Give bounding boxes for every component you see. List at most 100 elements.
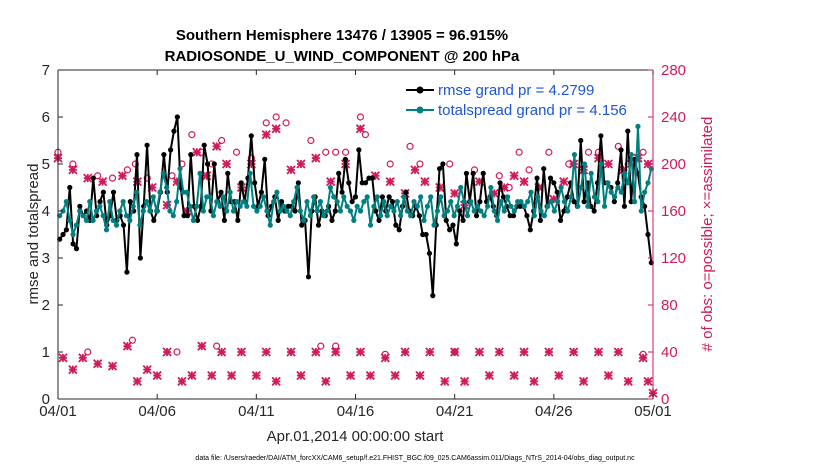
obs-assimilated-marker: [603, 159, 614, 169]
spread-point: [498, 199, 504, 205]
spread-point: [137, 222, 143, 228]
spread-point: [458, 184, 464, 191]
obs-assimilated-marker: [415, 370, 425, 381]
spread-point: [207, 194, 213, 200]
spread-point: [575, 203, 581, 209]
spread-point: [331, 194, 337, 200]
rmse-point: [571, 199, 577, 205]
obs-assimilated-marker: [638, 353, 648, 363]
rmse-point: [171, 128, 177, 134]
x-tick-label: 04/26: [535, 403, 573, 420]
spread-point: [518, 199, 524, 205]
spread-point: [535, 194, 541, 200]
rmse-point: [497, 180, 503, 186]
spread-point: [77, 208, 83, 214]
spread-point: [227, 189, 233, 195]
rmse-point: [63, 227, 69, 233]
rmse-point: [299, 222, 305, 228]
obs-possible-marker: [128, 336, 136, 344]
spread-point: [571, 152, 578, 158]
obs-assimilated-marker: [380, 353, 390, 363]
spread-point: [257, 203, 263, 209]
spread-point: [314, 208, 320, 214]
obs-possible-marker: [282, 119, 290, 127]
x-axis-ticks: 04/01 04/06 04/11 04/16 04/21 04/26 05/01: [39, 70, 672, 420]
data-file-footer: data file: /Users/raeder/DAI/ATM_forcXX/…: [195, 455, 635, 462]
x-tick-label: 04/16: [337, 403, 375, 420]
obs-assimilated-marker: [261, 129, 271, 140]
obs-assimilated-marker: [68, 165, 78, 175]
obs-assimilated-marker: [593, 347, 604, 357]
obs-assimilated-marker: [286, 347, 296, 357]
rmse-point: [100, 189, 106, 195]
spread-point: [364, 194, 370, 200]
obs-possible-marker: [406, 142, 414, 150]
spread-point: [461, 199, 467, 205]
obs-possible-marker: [332, 148, 340, 156]
rmse-point: [127, 199, 133, 205]
obs-possible-marker: [213, 342, 221, 350]
chart-title-line2: RADIOSONDE_U_WIND_COMPONENT @ 200 hPa: [165, 48, 520, 65]
obs-assimilated-marker: [177, 376, 187, 387]
rmse-point: [161, 152, 167, 158]
spread-point: [565, 208, 571, 214]
spread-point: [484, 203, 491, 209]
rmse-point: [541, 166, 547, 172]
spread-point: [197, 170, 203, 176]
spread-point: [244, 203, 250, 209]
rmse-point: [151, 217, 157, 223]
rmse-point: [211, 161, 217, 167]
obs-assimilated-marker: [58, 353, 68, 363]
spread-point: [160, 170, 166, 176]
obs-assimilated-marker: [68, 364, 78, 375]
spread-point: [568, 194, 574, 200]
obs-assimilated-marker: [311, 153, 321, 163]
rmse-point: [278, 199, 285, 205]
rmse-point: [524, 213, 530, 219]
rmse-point: [470, 170, 476, 176]
x-tick-label: 04/21: [436, 403, 474, 420]
obs-assimilated-marker: [296, 370, 306, 381]
spread-point: [347, 208, 354, 214]
obs-assimilated-marker: [321, 376, 331, 387]
rmse-point: [457, 208, 463, 214]
spread-point: [277, 208, 283, 214]
spread-point: [635, 123, 641, 129]
rmse-point: [376, 217, 382, 223]
spread-point: [354, 203, 360, 209]
spread-point: [220, 194, 227, 200]
obs-assimilated-marker: [152, 370, 162, 381]
spread-point: [254, 208, 260, 214]
y-right-tick-label: 160: [661, 203, 686, 220]
obs-possible-marker: [446, 160, 454, 168]
spread-point: [250, 203, 257, 209]
spread-point: [167, 208, 173, 214]
rmse-point: [557, 217, 564, 223]
spread-point: [478, 208, 484, 214]
spread-point: [311, 194, 317, 200]
y-left-tick-label: 5: [42, 156, 50, 173]
obs-possible-marker: [218, 136, 226, 145]
spread-point: [140, 208, 146, 214]
obs-possible-marker: [356, 113, 365, 121]
spread-point: [545, 203, 551, 209]
spread-point: [291, 199, 297, 205]
spread-point: [93, 208, 100, 214]
rmse-point: [60, 231, 66, 238]
obs-possible-marker: [123, 166, 132, 174]
spread-point: [481, 213, 487, 219]
obs-assimilated-marker: [93, 359, 103, 369]
obs-assimilated-marker: [212, 141, 222, 152]
rmse-point: [349, 199, 355, 205]
y-axis-right-label: # of obs: o=possible; ×=assimilated: [699, 117, 716, 352]
obs-assimilated-marker: [459, 376, 470, 387]
spread-point: [133, 189, 140, 195]
rmse-point: [218, 189, 224, 195]
rmse-point: [443, 217, 449, 223]
spread-point: [344, 203, 350, 209]
obs-assimilated-marker: [643, 376, 653, 387]
rmse-point: [436, 166, 443, 172]
obs-assimilated-marker: [345, 370, 356, 381]
obs-assimilated-marker: [450, 347, 460, 357]
rmse-point: [73, 246, 80, 252]
